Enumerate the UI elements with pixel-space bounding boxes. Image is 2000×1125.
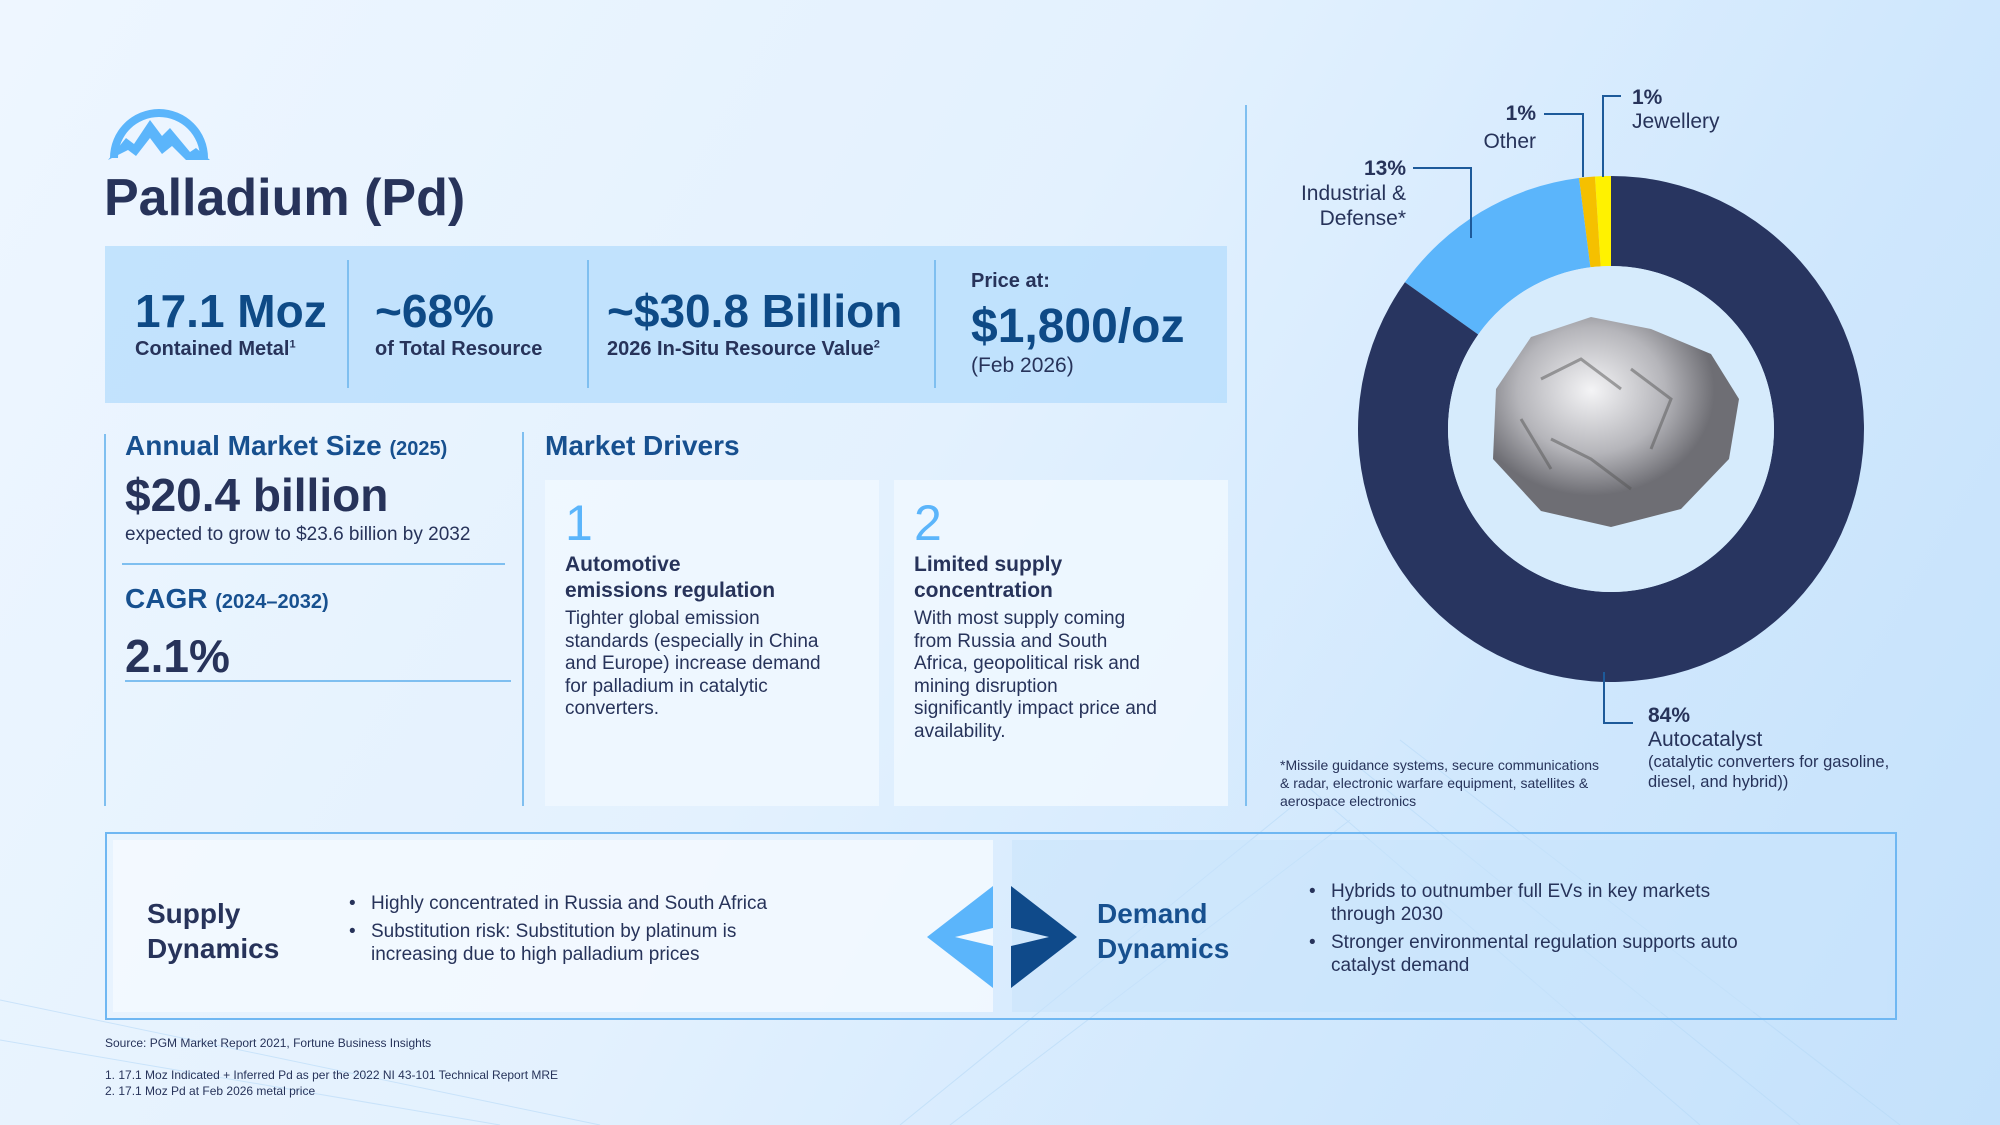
mountain-logo-icon [108, 109, 210, 160]
divider [122, 563, 505, 565]
stat-value: ~68% [375, 285, 494, 337]
label-autocatalyst: 84% Autocatalyst (catalytic converters f… [1648, 704, 1890, 791]
driver-number: 1 [565, 495, 593, 551]
market-size-note: expected to grow to $23.6 billion by 203… [125, 524, 471, 545]
footnote: 2. 17.1 Moz Pd at Feb 2026 metal price [105, 1084, 316, 1098]
donut-slice-other [1578, 176, 1601, 268]
demand-panel [1012, 840, 1887, 1012]
donut-slice-jewellery [1594, 176, 1611, 267]
stat-resource-value: ~$30.8 Billion 2026 In-Situ Resource Val… [607, 246, 902, 403]
page-title: Palladium (Pd) [104, 169, 466, 227]
label-other: 1% Other [1483, 102, 1536, 153]
supply-title: Supply Dynamics [147, 898, 280, 964]
stat-contained-metal: 17.1 Moz Contained Metal1 [135, 246, 327, 403]
stat-value: 17.1 Moz [135, 285, 327, 337]
price-label: Price at: [971, 270, 1050, 292]
driver-body: With most supply coming from Russia and … [914, 608, 1157, 742]
supply-list: Highly concentrated in Russia and South … [347, 892, 817, 971]
palladium-nugget-image [1493, 317, 1739, 527]
driver-body: Tighter global emission standards (espec… [565, 608, 821, 719]
driver-title: Limited supply concentration [914, 553, 1063, 602]
stat-price: Price at: $1,800/oz (Feb 2026) [971, 246, 1184, 403]
source-note: Source: PGM Market Report 2021, Fortune … [105, 1036, 432, 1050]
market-drivers-title: Market Drivers [545, 430, 740, 461]
demand-donut-chart [1358, 176, 1864, 682]
cagr-value: 2.1% [125, 630, 230, 682]
key-stats-band: 17.1 Moz Contained Metal1 ~68% of Total … [105, 246, 1227, 403]
label-jewellery: 1% Jewellery [1632, 86, 1720, 133]
stat-label: 2026 In-Situ Resource Value [607, 338, 874, 360]
list-item: Hybrids to outnumber full EVs in key mar… [1307, 880, 1747, 926]
demand-list: Hybrids to outnumber full EVs in key mar… [1307, 880, 1747, 982]
price-date: (Feb 2026) [971, 354, 1074, 377]
driver-title: Automotive emissions regulation [565, 553, 776, 602]
demand-title: Demand Dynamics [1097, 898, 1230, 964]
driver-number: 2 [914, 495, 942, 551]
cagr-years: (2024–2032) [215, 591, 329, 613]
list-item: Substitution risk: Substitution by plati… [347, 920, 817, 966]
market-size-value: $20.4 billion [125, 469, 389, 521]
stat-value: ~$30.8 Billion [607, 285, 903, 337]
footnote: 1. 17.1 Moz Indicated + Inferred Pd as p… [105, 1068, 559, 1082]
stat-label: Contained Metal [135, 338, 290, 360]
divider [522, 432, 524, 806]
market-size-section: Annual Market Size (2025) $20.4 billion … [125, 430, 470, 546]
footnote-ref: 1 [289, 338, 296, 351]
list-item: Highly concentrated in Russia and South … [347, 892, 817, 915]
chart-footnote: *Missile guidance systems, secure commun… [1280, 757, 1600, 809]
divider [125, 680, 511, 682]
label-industrial: 13% Industrial & Defense* [1300, 157, 1406, 230]
donut-slice-industrial-defense [1404, 178, 1591, 335]
stat-value: $1,800/oz [971, 300, 1185, 353]
leader-line [1602, 95, 1621, 97]
leader-line [1470, 167, 1472, 238]
market-size-year: (2025) [389, 438, 448, 460]
driver-card: 2 Limited supply concentration With most… [894, 480, 1228, 806]
leader-line [1603, 672, 1605, 724]
divider [347, 260, 349, 388]
footnote-ref: 2 [873, 338, 880, 351]
diamond-arrows-icon [927, 886, 1077, 988]
leader-line [1602, 95, 1604, 177]
stat-total-resource: ~68% of Total Resource [375, 246, 542, 403]
leader-line [1582, 113, 1584, 177]
driver-card: 1 Automotive emissions regulation Tighte… [545, 480, 879, 806]
leader-line [1603, 722, 1633, 724]
cagr-title: CAGR [125, 583, 208, 614]
leader-line [1544, 113, 1584, 115]
donut-slice-autocatalyst [1358, 176, 1864, 682]
divider [934, 260, 936, 388]
list-item: Stronger environmental regulation suppor… [1307, 931, 1747, 977]
leader-line [1413, 167, 1472, 169]
divider [587, 260, 589, 388]
stat-label: of Total Resource [375, 338, 543, 360]
divider [1245, 105, 1247, 806]
divider [104, 434, 106, 806]
market-size-title: Annual Market Size [125, 430, 382, 461]
cagr-section: CAGR (2024–2032) 2.1% [125, 583, 329, 683]
